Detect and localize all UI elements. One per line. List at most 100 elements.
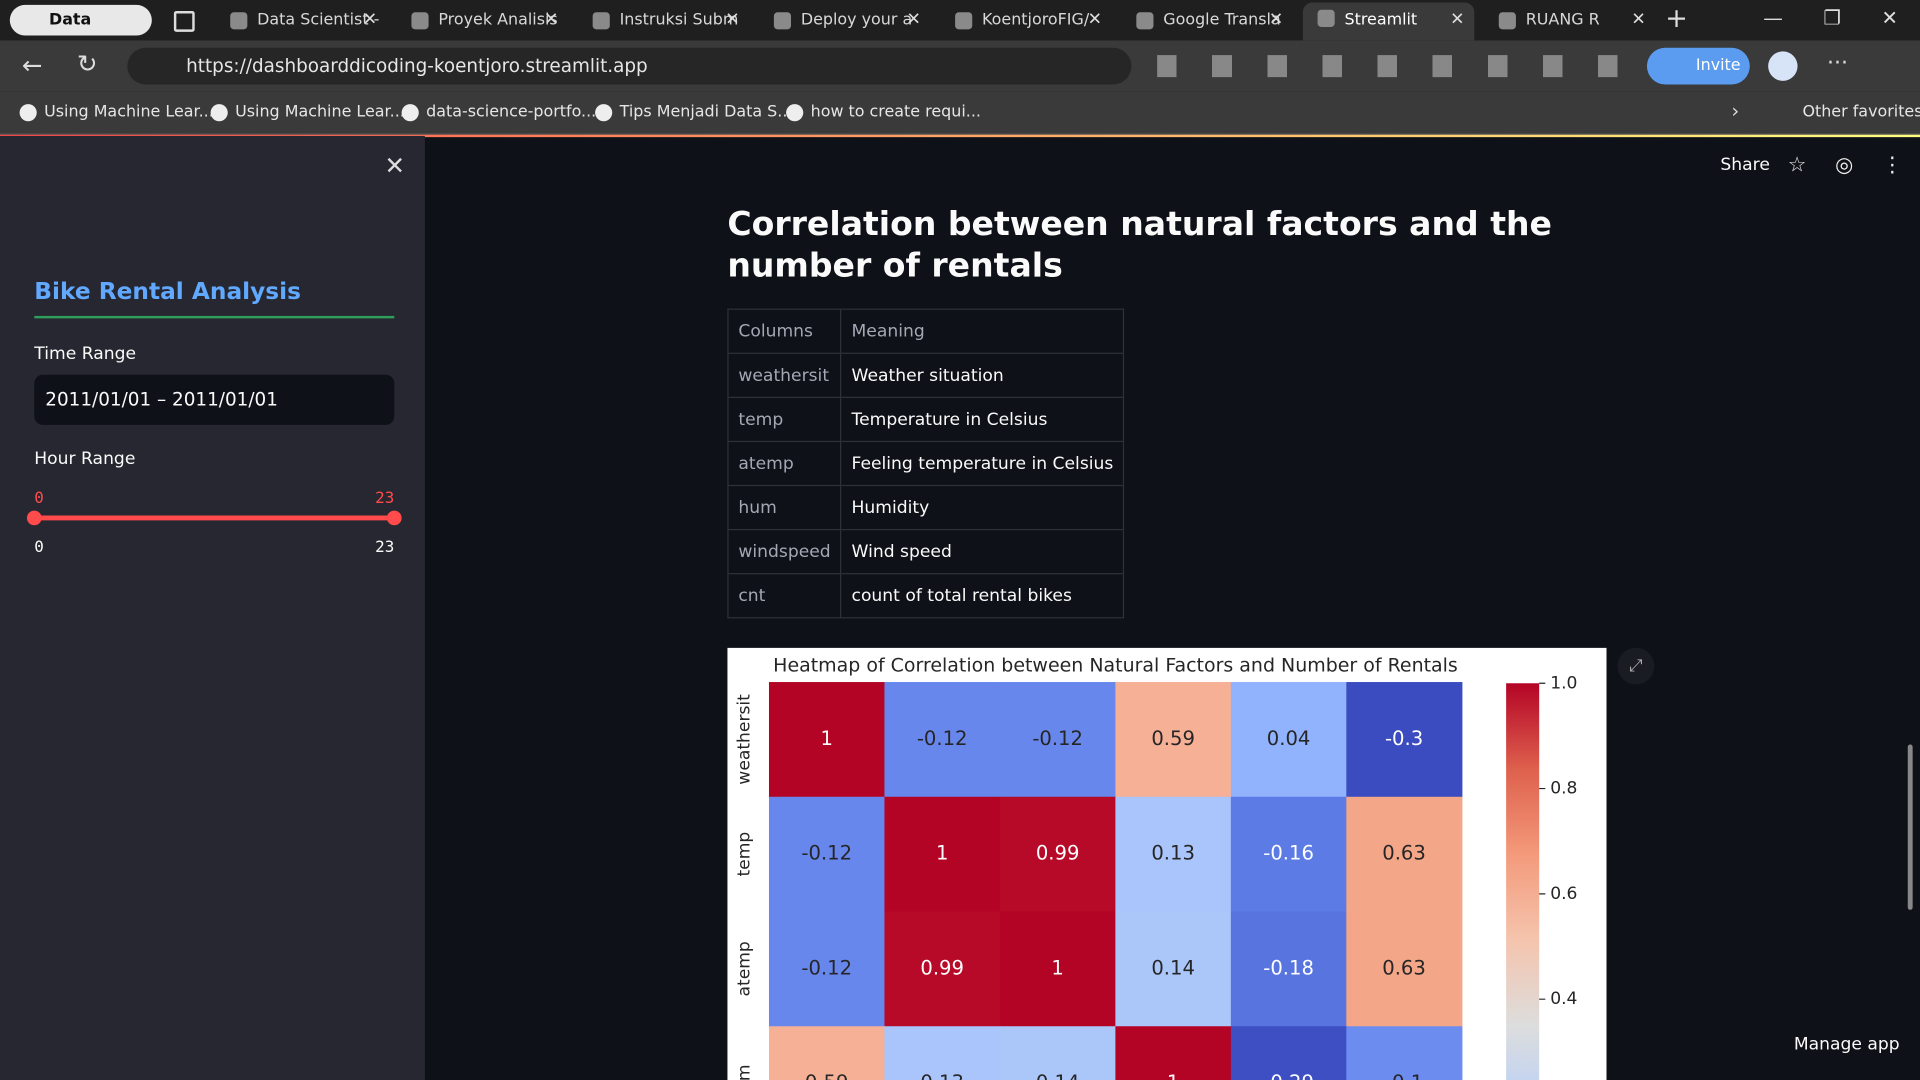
heatmap-cell <box>999 796 1116 913</box>
y-tick-label: atemp <box>734 941 754 996</box>
cell-label: 0.14 <box>1151 956 1195 979</box>
table-row: atemp Feeling temperature in Celsius <box>727 440 1125 487</box>
tab-strip: Data Science Data Scientist -✕ Proyek Ana… <box>0 0 1920 60</box>
tab[interactable]: Instruksi Subm ✕ <box>578 5 749 36</box>
cell-label: 0.99 <box>1036 842 1080 865</box>
cell-label: 0.59 <box>1151 727 1195 750</box>
table-row: windspeed Wind speed <box>727 528 1125 575</box>
window-controls[interactable]: — ❐ ✕ <box>1763 6 1898 30</box>
tab[interactable]: Deploy your a ✕ <box>759 5 930 36</box>
heatmap-cell <box>768 796 886 913</box>
slider-thumb[interactable] <box>386 510 402 526</box>
cell-label: -0.12 <box>1032 727 1083 750</box>
cell-label: 0.59 <box>805 1071 849 1080</box>
tab-close: ✕ <box>1268 9 1284 30</box>
tab[interactable]: KoentjoroFIG/✕ <box>940 5 1111 36</box>
manage-app-button[interactable]: Manage app <box>1793 1034 1900 1055</box>
slider-thumb[interactable] <box>26 510 42 526</box>
tab-close: ✕ <box>725 9 740 30</box>
tab-icon <box>411 12 429 30</box>
share-button[interactable]: Share <box>1720 155 1770 176</box>
tab-close: ✕ <box>1087 9 1103 30</box>
y-tick-label: temp <box>734 832 754 877</box>
extension-icons[interactable] <box>1157 55 1635 78</box>
cell-label: -0.18 <box>1263 956 1314 979</box>
heatmap-cell <box>884 911 1001 1027</box>
bookmark-icon <box>19 104 37 122</box>
bookmark-icon <box>401 104 419 122</box>
cell-label: 0.63 <box>1382 842 1426 865</box>
menu-button[interactable]: ··· <box>1826 50 1848 76</box>
heatmap-cell <box>999 911 1116 1027</box>
date-input[interactable]: 2011/01/01 – 2011/01/01 <box>34 374 395 425</box>
invite-button[interactable]: Invite <box>1646 47 1750 85</box>
new-tab[interactable]: + <box>1665 3 1688 35</box>
tab[interactable]: Streamlit ✕ <box>1302 2 1475 41</box>
heatmap-cell <box>1115 1026 1232 1080</box>
bookmarks-overflow[interactable]: › <box>1731 99 1740 123</box>
bookmark-icon <box>786 104 804 122</box>
cell-label: -0.12 <box>801 842 852 865</box>
bookmark[interactable]: Tips Menjadi Data S... <box>593 92 792 134</box>
other-favorites[interactable]: Other favorites <box>1802 102 1920 122</box>
cell-label: 0.13 <box>1151 842 1195 865</box>
tab-actions-icon[interactable] <box>173 11 195 32</box>
back-button[interactable]: ← <box>22 50 43 80</box>
bookmark-title: Using Machine Lear... <box>44 102 214 122</box>
tab-close: ✕ <box>1450 9 1465 30</box>
time-label: Time Range <box>34 344 137 364</box>
tab-icon <box>773 12 792 30</box>
hour-slider[interactable]: 0 23 0 23 <box>0 467 425 553</box>
heatmap-cell <box>768 911 886 1027</box>
scrollbar <box>1907 744 1913 910</box>
cell-label: 1 <box>820 727 832 750</box>
cell-label: -0.12 <box>917 727 968 750</box>
tab[interactable]: Proyek Analisis ✕ <box>397 5 568 36</box>
bookmark[interactable]: data-science-portfo... <box>399 92 596 134</box>
fullscreen-button[interactable]: ⤢ <box>1617 647 1655 685</box>
tab[interactable]: Data Scientist - ✕ <box>216 5 387 36</box>
heatmap-cell <box>999 682 1116 798</box>
tab-group[interactable]: Data Science <box>9 4 152 60</box>
bookmark-icon <box>210 104 228 122</box>
cell-label: -0.16 <box>1263 842 1314 865</box>
reload-button[interactable]: ↻ <box>77 48 98 79</box>
heatmap-cell <box>884 682 1001 798</box>
heatmap-cell <box>1230 682 1347 798</box>
chart-title: Heatmap of Correlation between Natural F… <box>773 655 1458 677</box>
hour-label: Hour Range <box>34 449 136 469</box>
close-sidebar[interactable]: ✕ <box>384 150 406 180</box>
bookmark[interactable]: Using Machine Lear... <box>208 92 405 134</box>
tab-icon <box>1136 12 1154 30</box>
tab-title: Deploy your a <box>800 11 913 30</box>
heatmap-cell <box>1346 682 1463 798</box>
cell-label: -0.12 <box>801 956 852 979</box>
cell-label: 0.63 <box>1382 956 1426 979</box>
y-tick-label: weathersit <box>734 694 754 785</box>
tab[interactable]: Google Transla ✕ <box>1122 5 1293 36</box>
cell-label: -0.3 <box>1385 727 1423 750</box>
main-area: Share ☆ ◎ ⋮ Correlation between natural … <box>425 136 1920 1080</box>
tab-title: Proyek Analisis <box>438 11 558 30</box>
url-field[interactable]: https://dashboarddicoding-koentjoro.stre… <box>127 47 1132 85</box>
tab[interactable]: RUANG R ✕ <box>1484 5 1655 36</box>
colorbar <box>1506 683 1540 1080</box>
heatmap-cell <box>1115 911 1232 1027</box>
bookmark[interactable]: how to create requi... <box>784 92 981 134</box>
tab-close: ✕ <box>543 9 559 30</box>
slider-bound: 23 <box>375 537 394 552</box>
bookmark-title: Using Machine Lear... <box>235 102 405 122</box>
cell-label: 0.99 <box>920 956 964 979</box>
bookmark-title: how to create requi... <box>810 102 981 122</box>
slider-bound: 0 <box>34 537 44 552</box>
bookmark[interactable]: Using Machine Lear... <box>17 92 214 134</box>
profile-avatar[interactable] <box>1768 51 1798 81</box>
heatmap-cell <box>1346 911 1463 1027</box>
tab-title: Google Transla <box>1163 11 1281 30</box>
toolbar-icons[interactable]: ☆ ◎ ⋮ <box>1787 153 1903 178</box>
tab-icon <box>1498 12 1516 30</box>
table-header-row: Columns Meaning <box>727 308 1125 354</box>
table-row: weathersit Weather situation <box>727 352 1125 398</box>
table-cell: count of total rental bikes <box>840 573 1125 619</box>
heatmap-cell <box>999 1026 1116 1080</box>
